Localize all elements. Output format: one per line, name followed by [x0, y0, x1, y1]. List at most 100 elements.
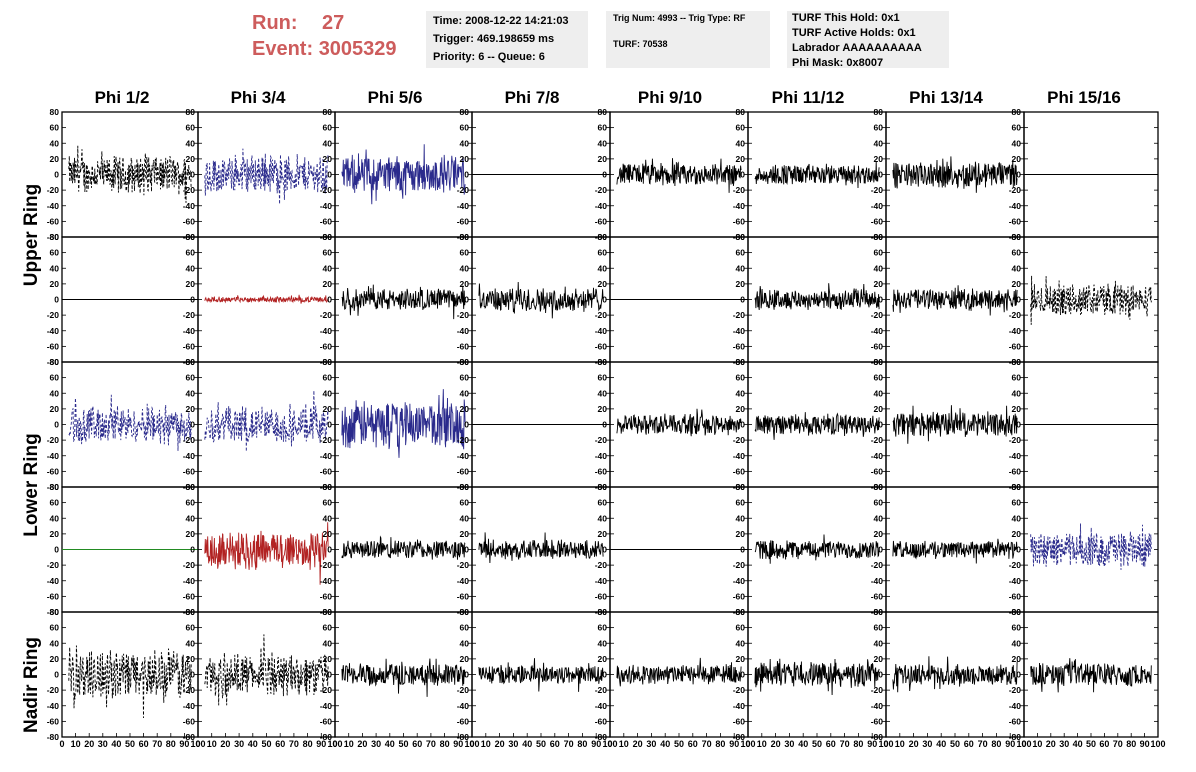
x-tick-label: 10 — [895, 739, 905, 749]
y-tick-label: 60 — [874, 623, 884, 633]
y-tick-label: 0 — [464, 170, 469, 180]
x-tick-label: 50 — [125, 739, 135, 749]
x-tick-label: 60 — [964, 739, 974, 749]
y-tick-label: 40 — [323, 388, 333, 398]
x-tick-label: 80 — [853, 739, 863, 749]
y-tick-label: 80 — [323, 232, 333, 242]
y-tick-label: 60 — [186, 373, 196, 383]
x-tick-label: 70 — [1113, 739, 1123, 749]
y-tick-label: 20 — [874, 154, 884, 164]
y-tick-label: 0 — [878, 670, 883, 680]
y-tick-label: -40 — [183, 201, 196, 211]
x-tick-label: 80 — [577, 739, 587, 749]
y-tick-label: -20 — [595, 435, 608, 445]
y-tick-label: 40 — [186, 513, 196, 523]
y-tick-label: -60 — [320, 716, 333, 726]
y-tick-label: 80 — [736, 107, 746, 117]
y-tick-label: 0 — [1016, 670, 1021, 680]
y-tick-label: 60 — [186, 123, 196, 133]
y-tick-label: 20 — [874, 654, 884, 664]
y-tick-label: -20 — [183, 435, 196, 445]
y-tick-label: -60 — [595, 466, 608, 476]
y-tick-label: 0 — [464, 420, 469, 430]
y-tick-label: 80 — [598, 357, 608, 367]
y-tick-label: -60 — [457, 341, 470, 351]
y-tick-label: 40 — [323, 513, 333, 523]
y-tick-label: 0 — [327, 295, 332, 305]
waveform-line — [68, 145, 192, 203]
y-tick-label: 80 — [598, 607, 608, 617]
y-tick-label: 40 — [186, 138, 196, 148]
y-tick-label: 60 — [323, 373, 333, 383]
event-value: 3005329 — [318, 38, 397, 60]
y-tick-label: 0 — [878, 295, 883, 305]
waveform-line — [754, 283, 880, 311]
y-tick-label: -60 — [47, 716, 60, 726]
phi-mask-text: Phi Mask: 0x8007 — [792, 57, 884, 69]
y-tick-label: 20 — [186, 404, 196, 414]
y-tick-label: 60 — [598, 498, 608, 508]
y-tick-label: 40 — [460, 513, 470, 523]
y-tick-label: 60 — [598, 248, 608, 258]
waveform-line — [754, 534, 880, 564]
y-tick-label: 40 — [874, 388, 884, 398]
run-value: 27 — [322, 12, 345, 34]
time-text: Time: 2008-12-22 14:21:03 — [433, 15, 569, 27]
waveform-line — [204, 522, 329, 585]
y-tick-label: 80 — [1012, 232, 1022, 242]
y-tick-label: 20 — [598, 279, 608, 289]
x-tick-label: 60 — [826, 739, 836, 749]
y-tick-label: 40 — [1012, 263, 1022, 273]
y-tick-label: 80 — [598, 232, 608, 242]
x-tick-label: 20 — [357, 739, 367, 749]
y-tick-label: 0 — [327, 170, 332, 180]
y-tick-label: -20 — [457, 560, 470, 570]
waveform-line — [1030, 523, 1152, 570]
y-tick-label: 80 — [736, 607, 746, 617]
x-tick-label: 70 — [426, 739, 436, 749]
y-tick-label: -40 — [1009, 326, 1022, 336]
panel-r4-c1: 80 60 40 20 0 -20 -40 -60 -80 — [47, 482, 199, 617]
y-tick-label: -60 — [320, 466, 333, 476]
y-tick-label: 80 — [598, 482, 608, 492]
y-tick-label: 20 — [460, 154, 470, 164]
y-tick-label: 0 — [190, 545, 195, 555]
y-tick-label: 40 — [874, 638, 884, 648]
run-event-header: Run: 27 Event: 3005329 — [252, 10, 397, 62]
y-tick-label: 20 — [186, 154, 196, 164]
waveform-line — [341, 535, 466, 560]
y-tick-label: 40 — [460, 638, 470, 648]
y-tick-label: 40 — [1012, 388, 1022, 398]
y-tick-label: -60 — [320, 216, 333, 226]
x-tick-label: 70 — [152, 739, 162, 749]
y-tick-label: 60 — [460, 123, 470, 133]
y-tick-label: 60 — [874, 373, 884, 383]
waveform-line — [892, 656, 1018, 693]
y-tick-label: -60 — [733, 591, 746, 601]
y-tick-label: 40 — [736, 388, 746, 398]
y-tick-label: 60 — [1012, 123, 1022, 133]
y-tick-label: 60 — [186, 623, 196, 633]
y-tick-label: -20 — [733, 435, 746, 445]
y-tick-label: -80 — [47, 357, 60, 367]
y-tick-label: 20 — [736, 654, 746, 664]
y-tick-label: -20 — [871, 435, 884, 445]
y-tick-label: -40 — [871, 201, 884, 211]
x-tick-label: 100 — [1150, 739, 1165, 749]
waveform-line — [204, 294, 329, 304]
y-tick-label: 0 — [190, 670, 195, 680]
y-tick-label: 20 — [874, 279, 884, 289]
waveform-line — [478, 532, 604, 564]
y-tick-label: -60 — [733, 216, 746, 226]
x-tick-label: 10 — [619, 739, 629, 749]
y-tick-label: 80 — [874, 607, 884, 617]
y-tick-label: -60 — [733, 341, 746, 351]
x-tick-label: 70 — [289, 739, 299, 749]
y-tick-label: 20 — [598, 529, 608, 539]
